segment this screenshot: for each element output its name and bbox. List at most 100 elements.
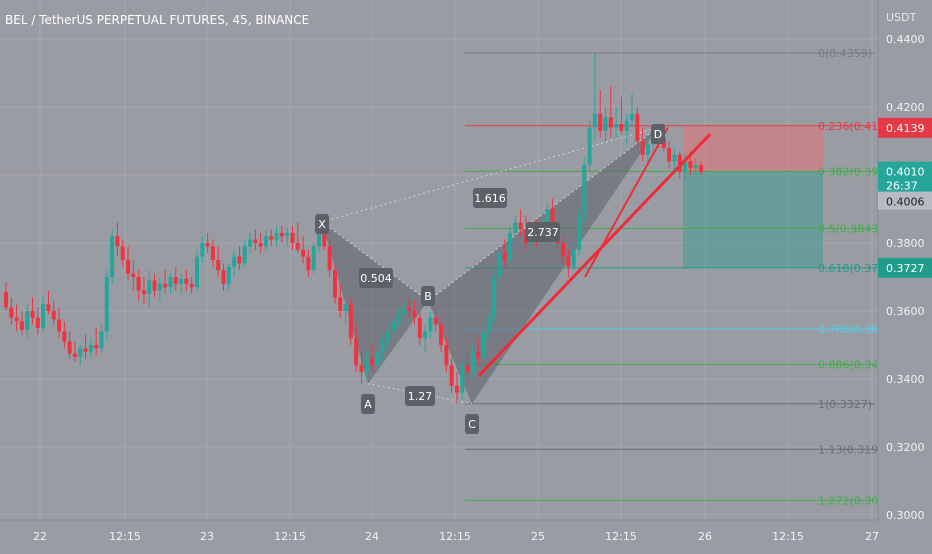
candle-body bbox=[285, 232, 290, 237]
point-label-b: B bbox=[421, 286, 435, 306]
candle-body bbox=[688, 161, 693, 169]
candle-body bbox=[412, 310, 417, 318]
point-label-d-text: D bbox=[654, 128, 662, 141]
candle-body bbox=[62, 331, 67, 342]
position-projection bbox=[0, 125, 878, 268]
chart-title: BEL / TetherUS PERPETUAL FUTURES, 45, BI… bbox=[5, 13, 309, 27]
candle-body bbox=[624, 120, 629, 131]
point-label-a-bg bbox=[361, 394, 375, 414]
ratio-label-bcd-text: 2.737 bbox=[527, 226, 559, 239]
candle-body bbox=[248, 239, 253, 247]
candle-body bbox=[67, 341, 72, 354]
candle-body bbox=[460, 365, 465, 393]
ratio-label-bcd: 2.737 bbox=[526, 222, 560, 242]
candle-body bbox=[561, 243, 566, 257]
candle-body bbox=[518, 222, 523, 230]
time-axis-ticks: 22 12:15 23 12:15 24 12:15 25 12:15 26 12:15 27 bbox=[33, 530, 879, 543]
bid-price-badge-bg bbox=[878, 191, 932, 210]
candle-body bbox=[226, 266, 231, 284]
plot-background bbox=[0, 0, 878, 520]
candle-body bbox=[301, 249, 306, 257]
candle-body bbox=[131, 273, 136, 277]
candle-body bbox=[263, 236, 268, 247]
point-label-x: X bbox=[315, 214, 329, 234]
pattern-ratio-line bbox=[427, 127, 659, 302]
point-label-a-text: A bbox=[364, 398, 372, 411]
candle-body bbox=[635, 113, 640, 142]
candle-body bbox=[385, 331, 390, 342]
candle-body bbox=[465, 365, 470, 373]
ratio-label-xad-text: 1.616 bbox=[474, 192, 506, 205]
ratio-label-abc-text: 1.27 bbox=[408, 390, 433, 403]
candle-body bbox=[311, 246, 316, 271]
candle-body bbox=[587, 127, 592, 165]
candle-body bbox=[645, 144, 650, 155]
candle-body bbox=[25, 310, 30, 330]
candle-body bbox=[454, 385, 459, 393]
bid-price-badge: 0.4006 bbox=[878, 191, 932, 210]
candle-body bbox=[210, 246, 215, 260]
candle-body bbox=[401, 307, 406, 315]
fib-level-label: 0.786(0.36 bbox=[818, 323, 878, 336]
fib-level-label: 1(0.3327) bbox=[818, 398, 872, 411]
fib-level-label: 0.236(0.41 bbox=[818, 120, 878, 133]
candle-body bbox=[619, 124, 624, 131]
candle-body bbox=[449, 365, 454, 386]
trendline-lower bbox=[477, 133, 712, 377]
candle-body bbox=[693, 164, 698, 169]
candle-body bbox=[428, 317, 433, 332]
x-tick-label: 27 bbox=[865, 530, 879, 543]
candle-body bbox=[173, 276, 178, 284]
candle-body bbox=[290, 232, 295, 244]
candle-body bbox=[492, 276, 497, 318]
x-tick-label: 26 bbox=[698, 530, 712, 543]
candle-body bbox=[274, 232, 279, 240]
candle-body bbox=[370, 358, 375, 366]
candle-body bbox=[470, 351, 475, 373]
candle-body bbox=[237, 256, 242, 264]
candle-body bbox=[41, 304, 46, 328]
ratio-label-xab: 0.504 bbox=[359, 268, 393, 288]
candle-body bbox=[343, 304, 348, 311]
fib-level-label: 0.618(0.37 bbox=[818, 262, 878, 275]
candle-body bbox=[603, 117, 608, 131]
candle-body bbox=[396, 314, 401, 322]
candle-body bbox=[9, 307, 14, 318]
ratio-label-abc-bg bbox=[405, 386, 435, 406]
price-axis-unit: USDT bbox=[886, 11, 917, 24]
candle-body bbox=[582, 164, 587, 216]
point-label-a: A bbox=[361, 394, 375, 414]
candle-body bbox=[523, 229, 528, 244]
grid bbox=[0, 0, 878, 520]
candle-body bbox=[295, 243, 300, 250]
candle-body bbox=[258, 243, 263, 247]
candle-body bbox=[672, 154, 677, 162]
candle-body bbox=[359, 365, 364, 373]
candle-body bbox=[104, 276, 109, 332]
candle-body bbox=[14, 317, 19, 322]
candle-body bbox=[78, 348, 83, 357]
candle-body bbox=[120, 246, 125, 260]
candle-body bbox=[194, 256, 199, 288]
candle-body bbox=[476, 351, 481, 359]
x-tick-label: 22 bbox=[33, 530, 47, 543]
candle-body bbox=[338, 297, 343, 311]
last-price-badge-bg bbox=[878, 161, 932, 192]
fib-level-label: 1.272(0.30 bbox=[818, 494, 878, 507]
candle-body bbox=[592, 113, 597, 128]
x-tick-label: 23 bbox=[200, 530, 214, 543]
candle-body bbox=[502, 253, 507, 260]
candle-body bbox=[380, 341, 385, 352]
candle-body bbox=[200, 243, 205, 257]
ratio-label-xab-bg bbox=[359, 268, 393, 288]
point-label-d-bg bbox=[651, 124, 665, 144]
candle-body bbox=[306, 256, 311, 271]
candle-body bbox=[189, 283, 194, 288]
time-axis[interactable] bbox=[0, 520, 878, 550]
candle-body bbox=[508, 232, 513, 260]
y-tick-label: 0.4200 bbox=[886, 101, 925, 114]
candle-body bbox=[147, 280, 152, 294]
